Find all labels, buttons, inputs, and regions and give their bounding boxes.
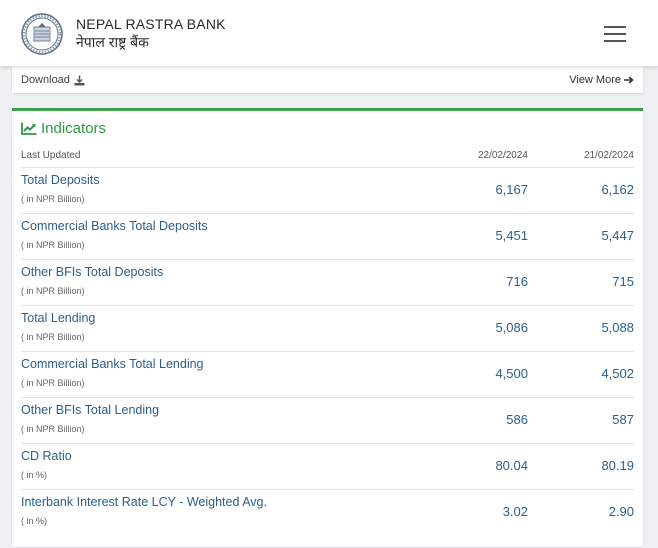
indicator-value-date-1: 716 xyxy=(506,274,528,289)
arrow-right-icon xyxy=(624,76,634,84)
indicator-name[interactable]: Total Deposits xyxy=(21,173,100,187)
column-date-1: 22/02/2024 xyxy=(477,150,528,161)
indicator-name[interactable]: Other BFIs Total Lending xyxy=(21,403,160,417)
indicator-value-date-2: 587 xyxy=(612,412,634,427)
indicator-row-commercial-banks-total-lending: Commercial Banks Total Lending ( in NPR … xyxy=(21,352,634,398)
indicator-row-total-deposits: Total Deposits ( in NPR Billion) 6,167 6… xyxy=(21,168,634,214)
indicator-value-date-1: 3.02 xyxy=(502,504,528,519)
download-bar: Download View More xyxy=(12,66,643,93)
indicator-name[interactable]: CD Ratio xyxy=(21,449,72,463)
indicator-unit: ( in NPR Billion) xyxy=(21,194,85,204)
column-date-2: 21/02/2024 xyxy=(583,150,634,161)
indicators-header-row: Last Updated 22/02/2024 21/02/2024 xyxy=(21,147,634,168)
last-updated-label: Last Updated xyxy=(21,150,81,161)
line-chart-icon xyxy=(21,122,37,135)
indicator-value-date-1: 80.04 xyxy=(495,458,528,473)
indicator-name[interactable]: Total Lending xyxy=(21,311,96,325)
indicator-unit: ( in NPR Billion) xyxy=(21,424,85,434)
indicator-row-cd-ratio: CD Ratio ( in %) 80.04 80.19 xyxy=(21,444,634,490)
indicator-value-date-1: 4,500 xyxy=(495,366,528,381)
view-more-label: View More xyxy=(569,74,621,86)
indicator-unit: ( in NPR Billion) xyxy=(21,378,85,388)
indicator-value-date-2: 4,502 xyxy=(601,366,634,381)
indicator-unit: ( in %) xyxy=(21,470,48,480)
indicator-row-other-bfis-total-lending: Other BFIs Total Lending ( in NPR Billio… xyxy=(21,398,634,444)
indicator-value-date-2: 80.19 xyxy=(601,458,634,473)
indicator-name[interactable]: Interbank Interest Rate LCY - Weighted A… xyxy=(21,495,267,509)
indicator-name[interactable]: Commercial Banks Total Lending xyxy=(21,357,204,371)
indicator-name[interactable]: Other BFIs Total Deposits xyxy=(21,265,164,279)
indicator-value-date-1: 6,167 xyxy=(495,182,528,197)
indicator-row-commercial-banks-total-deposits: Commercial Banks Total Deposits ( in NPR… xyxy=(21,214,634,260)
download-button[interactable]: Download xyxy=(21,74,85,86)
indicator-unit: ( in NPR Billion) xyxy=(21,286,85,296)
indicator-unit: ( in NPR Billion) xyxy=(21,332,85,342)
indicator-row-total-lending: Total Lending ( in NPR Billion) 5,086 5,… xyxy=(21,306,634,352)
indicators-heading: Indicators xyxy=(21,120,106,137)
nrb-seal-icon[interactable] xyxy=(21,13,63,55)
download-label: Download xyxy=(21,74,70,86)
indicator-value-date-2: 2.90 xyxy=(608,504,634,519)
indicator-value-date-1: 5,451 xyxy=(495,228,528,243)
indicator-row-other-bfis-total-deposits: Other BFIs Total Deposits ( in NPR Billi… xyxy=(21,260,634,306)
indicators-title: Indicators xyxy=(41,120,107,137)
indicator-value-date-2: 5,088 xyxy=(601,320,634,335)
view-more-link[interactable]: View More xyxy=(569,74,634,86)
indicator-value-date-2: 5,447 xyxy=(601,228,634,243)
indicator-unit: ( in %) xyxy=(21,516,48,526)
indicator-name[interactable]: Commercial Banks Total Deposits xyxy=(21,219,208,233)
hamburger-menu-icon[interactable] xyxy=(604,24,628,44)
site-header: NEPAL RASTRA BANK नेपाल राष्ट्र बैंक xyxy=(0,0,658,66)
indicators-panel: Indicators Last Updated 22/02/2024 21/02… xyxy=(12,108,643,547)
download-icon xyxy=(74,75,85,85)
indicator-value-date-2: 6,162 xyxy=(601,182,634,197)
bank-name-nepali: नेपाल राष्ट्र बैंक xyxy=(76,34,149,50)
indicator-value-date-1: 586 xyxy=(506,412,528,427)
indicator-value-date-2: 715 xyxy=(612,274,634,289)
bank-name-english: NEPAL RASTRA BANK xyxy=(76,16,226,32)
indicator-value-date-1: 5,086 xyxy=(495,320,528,335)
indicator-row-interbank-interest-rate: Interbank Interest Rate LCY - Weighted A… xyxy=(21,490,634,535)
indicator-unit: ( in NPR Billion) xyxy=(21,240,85,250)
